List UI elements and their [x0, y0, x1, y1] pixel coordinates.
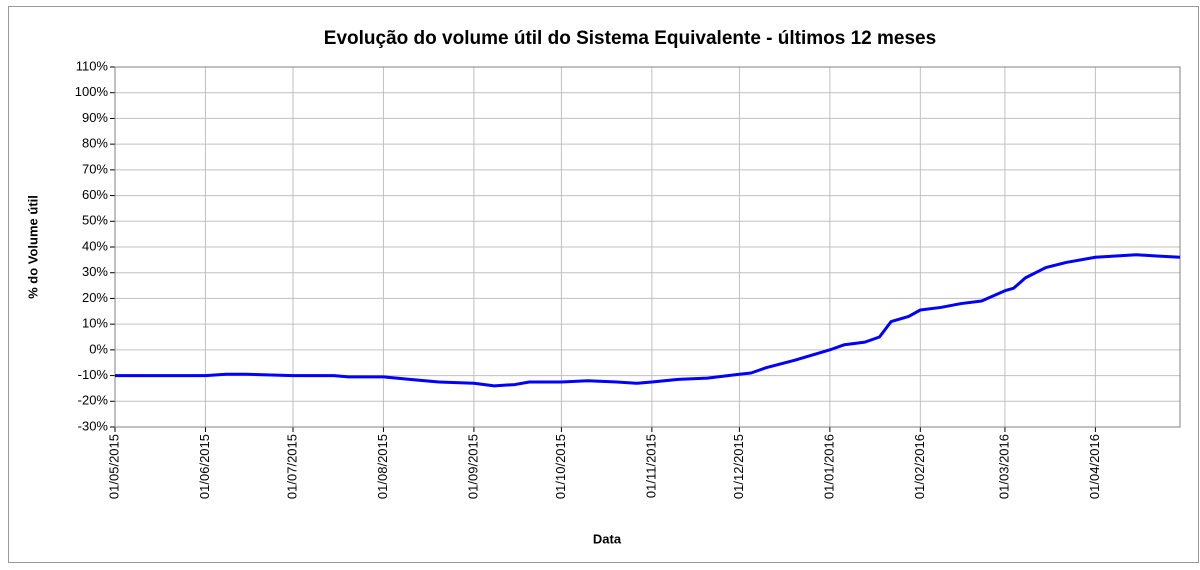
x-tick-label: 01/12/2015	[731, 434, 746, 499]
y-tick-label: 0%	[89, 341, 108, 356]
x-tick-label: 01/03/2016	[996, 434, 1011, 499]
y-tick-label: 100%	[75, 84, 109, 99]
y-tick-label: 10%	[82, 316, 108, 331]
data-line	[115, 253, 1181, 388]
y-axis-label: % do Volume útil	[25, 195, 40, 299]
y-tick-label: 70%	[82, 161, 108, 176]
y-tick-label: 40%	[82, 238, 108, 253]
y-tick-label: -30%	[78, 418, 109, 433]
y-tick-label: 30%	[82, 264, 108, 279]
x-axis-label: Data	[593, 531, 622, 546]
y-tick-label: 80%	[82, 136, 108, 151]
x-tick-label: 01/08/2015	[375, 434, 390, 499]
x-tick-label: 01/10/2015	[553, 434, 568, 499]
x-tick-label: 01/09/2015	[465, 434, 480, 499]
y-tick-label: 110%	[76, 58, 109, 73]
x-tick-label: 01/06/2015	[197, 434, 212, 499]
plot-frame	[114, 66, 1181, 428]
y-tick-label: -10%	[78, 367, 109, 382]
y-tick-label: 20%	[82, 290, 108, 305]
y-tick-label: 90%	[82, 110, 108, 125]
chart-title: Evolução do volume útil do Sistema Equiv…	[324, 28, 936, 49]
y-tick-label: -20%	[78, 393, 109, 408]
y-tick-label: 60%	[82, 187, 108, 202]
x-tick-label: 01/05/2015	[106, 434, 121, 499]
x-tick-label: 01/01/2016	[821, 434, 836, 499]
chart-border	[8, 6, 1199, 563]
y-tick-label: 50%	[82, 213, 108, 228]
x-tick-label: 01/11/2015	[643, 434, 658, 498]
x-tick-label: 01/04/2016	[1087, 434, 1102, 499]
x-tick-label: 01/02/2016	[912, 434, 927, 499]
x-tick-label: 01/07/2015	[284, 434, 299, 499]
